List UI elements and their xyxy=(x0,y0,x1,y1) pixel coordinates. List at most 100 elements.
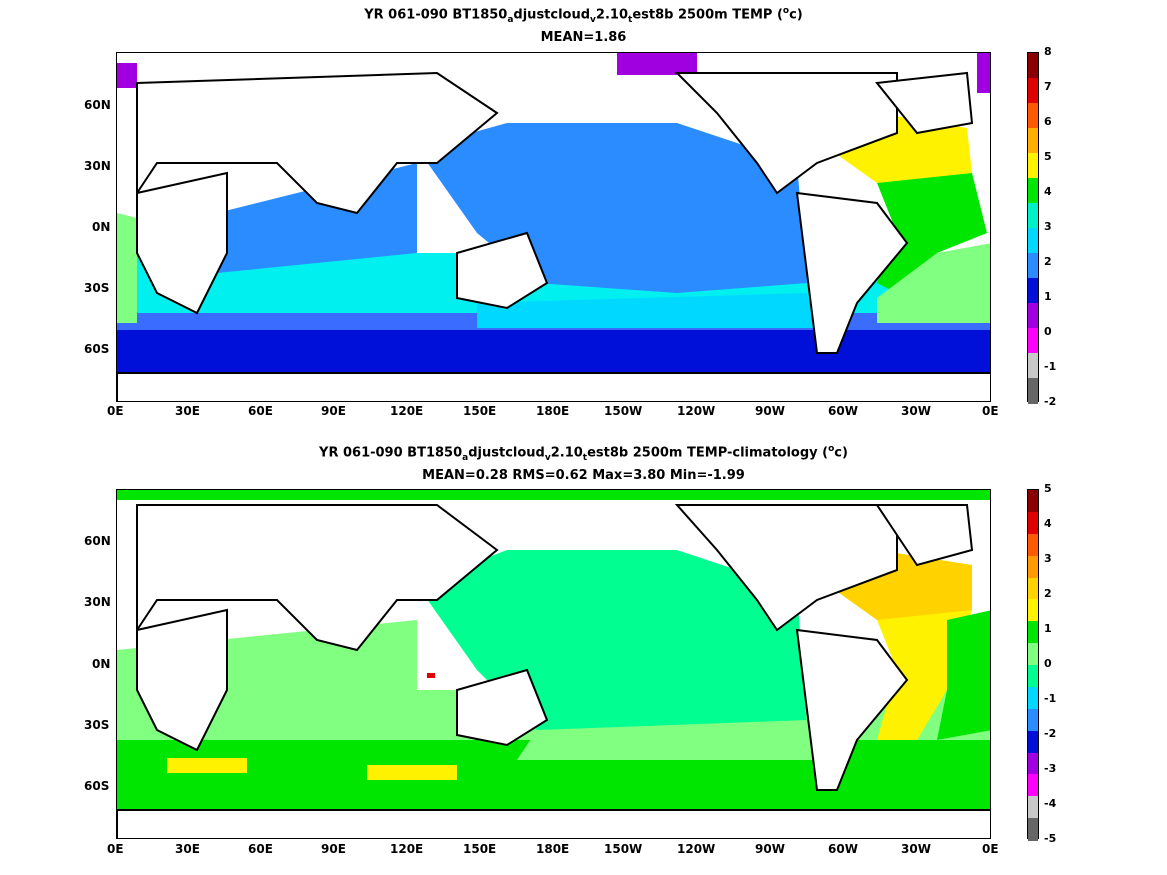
panel1-xlabel: 0E xyxy=(107,404,124,418)
panel1-xaxis: 0E 30E 60E 90E 120E 150E 180E 150W 120W … xyxy=(0,404,1167,420)
colorbar-tick-label: 7 xyxy=(1044,80,1052,93)
panel1-xlabel: 30E xyxy=(175,404,200,418)
colorbar-tick-label: 0 xyxy=(1044,325,1052,338)
antarctica-land xyxy=(117,809,990,838)
panel2-xlabel: 150W xyxy=(604,842,643,856)
panel1-ylabel-60s: 60S xyxy=(84,342,110,356)
colorbar-segment xyxy=(1028,103,1038,129)
greenland-land xyxy=(875,71,974,135)
colorbar-tick-label: 6 xyxy=(1044,115,1052,128)
panel2-map-svg xyxy=(117,490,990,838)
colorbar-tick-label: -4 xyxy=(1044,797,1057,810)
colorbar-segment xyxy=(1028,643,1038,666)
colorbar-tick-label: 1 xyxy=(1044,622,1052,635)
panel2-xaxis: 0E 30E 60E 90E 120E 150E 180E 150W 120W … xyxy=(0,842,1167,858)
panel1-map xyxy=(116,52,991,402)
panel2-xlabel: 120W xyxy=(677,842,716,856)
colorbar-tick-label: -1 xyxy=(1044,692,1057,705)
colorbar-segment xyxy=(1028,353,1038,379)
south-america-land xyxy=(795,628,909,791)
colorbar-tick-label: 4 xyxy=(1044,185,1052,198)
panel2-xlabel: 90W xyxy=(755,842,785,856)
panel2-title-line2: MEAN=0.28 RMS=0.62 Max=3.80 Min=-1.99 xyxy=(422,468,745,483)
colorbar-segment xyxy=(1028,796,1038,819)
panel1-xlabel: 120W xyxy=(677,404,716,418)
panel2-xlabel: 0E xyxy=(982,842,999,856)
panel2-ylabel-30s: 30S xyxy=(84,718,110,732)
colorbar-segment xyxy=(1028,78,1038,104)
southern-ocean-dark-blue xyxy=(117,323,990,373)
panel2-xlabel: 0E xyxy=(107,842,124,856)
colorbar-tick-label: 2 xyxy=(1044,587,1052,600)
panel2-xlabel: 90E xyxy=(321,842,346,856)
panel2-ylabel-0n: 0N xyxy=(92,657,111,671)
panel1-xlabel: 150E xyxy=(463,404,497,418)
colorbar-segment xyxy=(1028,818,1038,841)
colorbar-tick-label: 5 xyxy=(1044,482,1052,495)
colorbar-tick-label: -2 xyxy=(1044,395,1057,408)
colorbar-segment xyxy=(1028,708,1038,732)
colorbar-segment xyxy=(1028,686,1038,710)
africa-land xyxy=(136,171,228,315)
panel1-title-line2: MEAN=1.86 xyxy=(540,30,627,45)
panel1-ylabel-0n: 0N xyxy=(92,220,111,234)
panel1-xlabel: 90W xyxy=(755,404,785,418)
panel1-ylabel-30n: 30N xyxy=(84,159,111,173)
colorbar-segment xyxy=(1028,128,1038,154)
panel2-title-line1: YR 061-090 BT1850adjustcloudv2.10test8b … xyxy=(319,444,848,463)
australia-land xyxy=(456,231,549,310)
eurasia-land xyxy=(136,71,499,215)
colorbar-tick-label: 8 xyxy=(1044,45,1052,58)
panel1-xlabel: 90E xyxy=(321,404,346,418)
panel1-colorbar xyxy=(1027,52,1039,404)
panel1-xlabel: 0E xyxy=(982,404,999,418)
colorbar-segment xyxy=(1028,577,1038,600)
panel2-xlabel: 60E xyxy=(248,842,273,856)
panel1-xlabel: 150W xyxy=(604,404,643,418)
australia-land xyxy=(456,668,549,747)
panel2-xlabel: 180E xyxy=(536,842,570,856)
panel2-xlabel: 60W xyxy=(828,842,858,856)
panel1-xlabel: 120E xyxy=(390,404,424,418)
panel2-xlabel: 30E xyxy=(175,842,200,856)
colorbar-segment xyxy=(1028,665,1038,688)
greenland-land xyxy=(875,504,974,567)
panel2-ylabel-60n: 60N xyxy=(84,534,111,548)
colorbar-segment xyxy=(1028,533,1038,557)
panel1-title-line1: YR 061-090 BT1850adjustcloudv2.10test8b … xyxy=(364,6,803,25)
colorbar-segment xyxy=(1028,328,1038,354)
colorbar-segment xyxy=(1028,774,1038,797)
panel1-ylabel-60n: 60N xyxy=(84,98,111,112)
colorbar-segment xyxy=(1028,621,1038,644)
colorbar-tick-label: 5 xyxy=(1044,150,1052,163)
panel1-xlabel: 60W xyxy=(828,404,858,418)
colorbar-segment xyxy=(1028,278,1038,304)
colorbar-tick-label: -2 xyxy=(1044,727,1057,740)
colorbar-tick-label: 3 xyxy=(1044,220,1052,233)
colorbar-segment xyxy=(1028,153,1038,179)
colorbar-segment xyxy=(1028,599,1038,622)
south-america-land xyxy=(795,191,909,354)
colorbar-tick-label: 0 xyxy=(1044,657,1052,670)
panel1-xlabel: 180E xyxy=(536,404,570,418)
colorbar-segment xyxy=(1028,555,1038,578)
panel2-xlabel: 30W xyxy=(901,842,931,856)
africa-land xyxy=(136,608,228,752)
panel2-ylabel-30n: 30N xyxy=(84,595,111,609)
panel1-xlabel: 60E xyxy=(248,404,273,418)
colorbar-segment xyxy=(1028,752,1038,775)
colorbar-segment xyxy=(1028,178,1038,204)
colorbar-segment xyxy=(1028,511,1038,535)
colorbar-segment xyxy=(1028,53,1038,79)
panel2-colorbar xyxy=(1027,489,1039,841)
panel1-xlabel: 30W xyxy=(901,404,931,418)
panel2-xlabel: 150E xyxy=(463,842,497,856)
colorbar-tick-label: -5 xyxy=(1044,832,1057,845)
antarctica-land xyxy=(117,372,990,401)
colorbar-segment xyxy=(1028,203,1038,229)
colorbar-segment xyxy=(1028,228,1038,254)
panel1-map-svg xyxy=(117,53,990,401)
colorbar-tick-label: -3 xyxy=(1044,762,1057,775)
colorbar-tick-label: 4 xyxy=(1044,517,1052,530)
colorbar-segment xyxy=(1028,303,1038,329)
